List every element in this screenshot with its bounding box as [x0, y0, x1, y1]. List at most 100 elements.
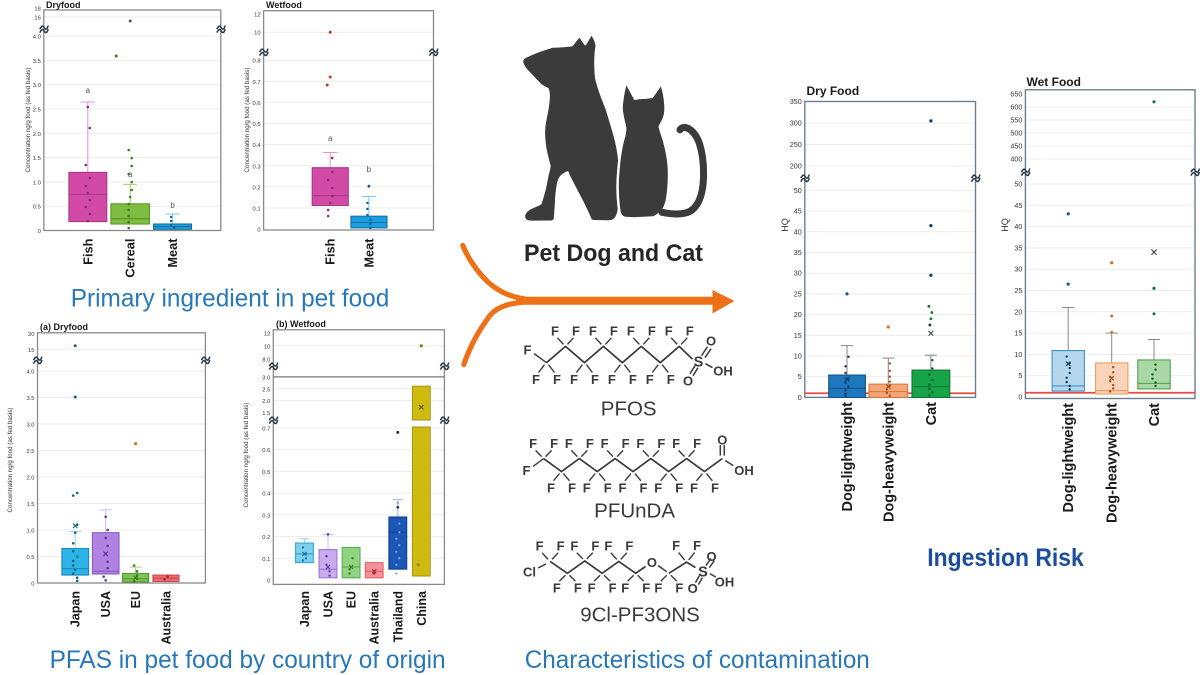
svg-text:12: 12: [254, 12, 260, 18]
svg-text:S: S: [698, 565, 708, 581]
svg-text:F: F: [568, 480, 576, 495]
svg-text:F: F: [572, 323, 580, 338]
svg-text:F: F: [690, 480, 698, 495]
svg-text:2.0: 2.0: [262, 399, 270, 405]
svg-text:PFOS: PFOS: [601, 398, 657, 421]
svg-text:350: 350: [790, 97, 802, 106]
svg-text:0.4: 0.4: [253, 143, 262, 149]
svg-text:0.5: 0.5: [26, 555, 34, 561]
svg-text:0.4: 0.4: [262, 492, 271, 498]
svg-text:16: 16: [34, 16, 40, 22]
svg-text:F: F: [636, 436, 644, 451]
svg-text:O: O: [683, 374, 693, 389]
svg-text:China: China: [415, 590, 429, 626]
svg-text:a: a: [128, 170, 133, 179]
svg-text:F: F: [621, 581, 629, 596]
svg-text:USA: USA: [322, 591, 336, 617]
svg-text:Fish: Fish: [80, 238, 95, 264]
svg-text:Cereal: Cereal: [123, 239, 138, 278]
svg-text:0: 0: [38, 229, 41, 235]
svg-text:Concentration ng/g food (as fe: Concentration ng/g food (as fed basis): [244, 68, 251, 173]
svg-text:250: 250: [790, 140, 802, 149]
svg-text:20: 20: [1014, 307, 1022, 316]
svg-text:F: F: [657, 436, 665, 451]
svg-text:0.5: 0.5: [262, 470, 270, 476]
svg-text:300: 300: [790, 119, 802, 128]
svg-text:O: O: [647, 555, 657, 570]
svg-text:550: 550: [1010, 116, 1022, 125]
svg-text:0: 0: [798, 393, 802, 402]
svg-text:Dry Food: Dry Food: [807, 84, 860, 98]
svg-text:1.5: 1.5: [26, 502, 34, 508]
svg-text:450: 450: [1010, 142, 1022, 151]
svg-text:50: 50: [1014, 180, 1022, 189]
svg-text:4.0: 4.0: [26, 370, 34, 376]
svg-text:F: F: [627, 323, 635, 338]
svg-text:F: F: [648, 323, 656, 338]
svg-text:15: 15: [794, 331, 802, 340]
svg-text:F: F: [672, 436, 680, 451]
svg-text:F: F: [570, 538, 578, 553]
svg-text:500: 500: [1010, 129, 1022, 138]
svg-text:400: 400: [1010, 155, 1022, 164]
svg-text:0.1: 0.1: [262, 557, 270, 563]
svg-text:F: F: [618, 480, 626, 495]
svg-text:F: F: [586, 436, 594, 451]
svg-text:0.7: 0.7: [262, 427, 270, 433]
svg-text:PFUnDA: PFUnDA: [594, 500, 675, 523]
svg-text:Characteristics of contaminati: Characteristics of contamination: [525, 646, 870, 674]
svg-text:600: 600: [1010, 103, 1022, 112]
svg-text:F: F: [665, 323, 673, 338]
svg-text:a: a: [86, 86, 91, 95]
svg-text:45: 45: [1014, 201, 1022, 210]
svg-text:Australia: Australia: [160, 590, 174, 645]
svg-text:b: b: [170, 201, 175, 210]
svg-text:PFAS in pet food by country of: PFAS in pet food by country of origin: [50, 646, 446, 674]
svg-text:18: 18: [34, 7, 40, 13]
svg-text:45: 45: [794, 207, 802, 216]
svg-text:F: F: [610, 323, 618, 338]
svg-text:Pet Dog and Cat: Pet Dog and Cat: [524, 240, 703, 267]
svg-text:F: F: [550, 436, 558, 451]
svg-text:Dog-heavyweight: Dog-heavyweight: [881, 402, 897, 522]
svg-text:Wetfood: Wetfood: [266, 0, 302, 10]
svg-text:Japan: Japan: [69, 591, 83, 627]
svg-text:8.0: 8.0: [262, 358, 270, 364]
svg-text:F: F: [642, 581, 650, 596]
svg-text:F: F: [711, 480, 719, 495]
svg-text:F: F: [646, 372, 654, 387]
svg-text:F: F: [532, 372, 540, 387]
svg-text:3.0: 3.0: [33, 83, 41, 89]
svg-text:F: F: [693, 436, 701, 451]
svg-text:F: F: [639, 480, 647, 495]
svg-text:0: 0: [1018, 393, 1022, 402]
svg-text:0.3: 0.3: [262, 513, 270, 519]
svg-text:1.0: 1.0: [26, 529, 34, 535]
svg-text:F: F: [553, 372, 561, 387]
svg-text:F: F: [547, 480, 555, 495]
svg-text:F: F: [591, 538, 599, 553]
svg-text:F: F: [629, 372, 637, 387]
svg-text:Thailand: Thailand: [391, 591, 405, 642]
svg-text:3.0: 3.0: [262, 376, 270, 382]
svg-text:F: F: [591, 372, 599, 387]
svg-text:F: F: [523, 463, 531, 478]
svg-text:F: F: [686, 323, 694, 338]
svg-text:Fish: Fish: [323, 238, 338, 264]
svg-text:35: 35: [794, 248, 802, 257]
svg-text:2.5: 2.5: [33, 108, 41, 114]
svg-text:Meat: Meat: [165, 238, 180, 268]
svg-text:25: 25: [1014, 286, 1022, 295]
svg-text:F: F: [524, 343, 532, 358]
svg-text:F: F: [589, 323, 597, 338]
svg-text:40: 40: [794, 227, 802, 236]
svg-text:F: F: [609, 581, 617, 596]
svg-text:40: 40: [1014, 222, 1022, 231]
svg-text:EU: EU: [129, 591, 143, 608]
svg-text:F: F: [574, 581, 582, 596]
svg-text:EU: EU: [345, 591, 359, 608]
svg-text:OH: OH: [734, 463, 754, 478]
svg-text:O: O: [706, 334, 716, 349]
svg-text:0.3: 0.3: [253, 164, 261, 170]
svg-text:3.5: 3.5: [33, 59, 41, 65]
